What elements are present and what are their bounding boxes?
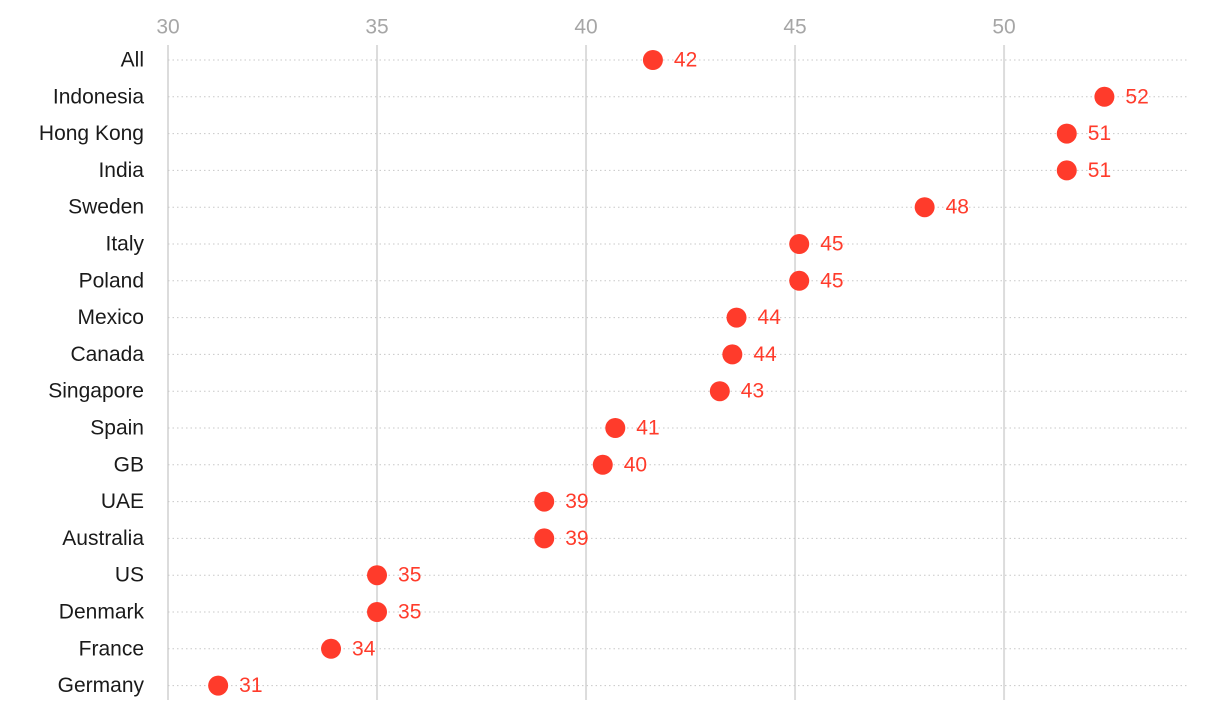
value-label: 45: [820, 233, 843, 256]
category-label: Germany: [58, 674, 145, 697]
data-point: [642, 50, 663, 70]
value-label: 35: [398, 601, 421, 624]
category-labels: All Indonesia Hong Kong India Sweden Italy Pol…: [39, 49, 145, 698]
value-label: 45: [820, 269, 843, 292]
value-label: 41: [636, 417, 659, 440]
data-point: [1094, 86, 1115, 107]
value-label: 39: [565, 527, 588, 550]
category-label: Mexico: [77, 306, 144, 329]
x-tick-label: 40: [574, 16, 597, 39]
category-label: UAE: [101, 490, 144, 513]
category-label: India: [98, 159, 144, 182]
value-label: 42: [674, 49, 697, 72]
vertical-gridlines: [167, 45, 1006, 700]
value-label: 51: [1088, 159, 1111, 182]
value-label: 40: [624, 453, 647, 476]
category-label: Sweden: [68, 196, 144, 219]
data-point: [367, 602, 388, 622]
data-points: [208, 50, 1115, 696]
data-point: [321, 638, 342, 659]
value-label: 52: [1125, 85, 1148, 108]
category-label: Hong Kong: [39, 122, 144, 145]
x-tick-label: 35: [365, 16, 388, 39]
value-label: 44: [758, 306, 782, 329]
value-label: 34: [352, 637, 376, 660]
category-label: GB: [114, 453, 144, 476]
data-point: [534, 491, 555, 512]
category-label: France: [79, 637, 144, 660]
value-label: 44: [753, 343, 777, 366]
category-label: Australia: [62, 527, 144, 550]
x-tick-label: 45: [783, 16, 806, 39]
category-label: Indonesia: [53, 85, 144, 108]
data-point: [722, 344, 743, 365]
data-point: [605, 418, 626, 438]
x-tick-label: 30: [156, 16, 179, 39]
data-point: [592, 454, 613, 475]
data-point: [709, 381, 730, 402]
value-label: 39: [565, 490, 588, 513]
data-point: [789, 270, 810, 291]
value-label: 35: [398, 564, 421, 587]
data-point: [534, 528, 555, 549]
data-point: [1056, 160, 1077, 181]
x-tick-label: 50: [992, 16, 1015, 39]
category-label: Denmark: [59, 601, 145, 624]
value-labels: 42 52 51 51 48 45 45 44 44 43 41 40 39 39 35 35 34 31: [239, 49, 1149, 698]
x-axis-ticks: 30 35 40 45 50: [156, 16, 1015, 39]
data-point: [367, 565, 388, 586]
category-label: All: [121, 49, 144, 72]
value-label: 48: [946, 196, 969, 219]
row-gridlines: [168, 59, 1188, 687]
category-label: Spain: [90, 417, 144, 440]
category-label: Italy: [105, 233, 144, 256]
data-point: [726, 307, 747, 328]
value-label: 31: [239, 674, 262, 697]
category-label: Canada: [70, 343, 144, 366]
value-label: 51: [1088, 122, 1111, 145]
data-point: [208, 675, 229, 696]
data-point: [789, 234, 810, 254]
category-label: Singapore: [48, 380, 144, 403]
value-label: 43: [741, 380, 764, 403]
category-label: Poland: [79, 269, 144, 292]
data-point: [1056, 123, 1077, 144]
data-point: [914, 197, 935, 218]
category-label: US: [115, 564, 144, 587]
